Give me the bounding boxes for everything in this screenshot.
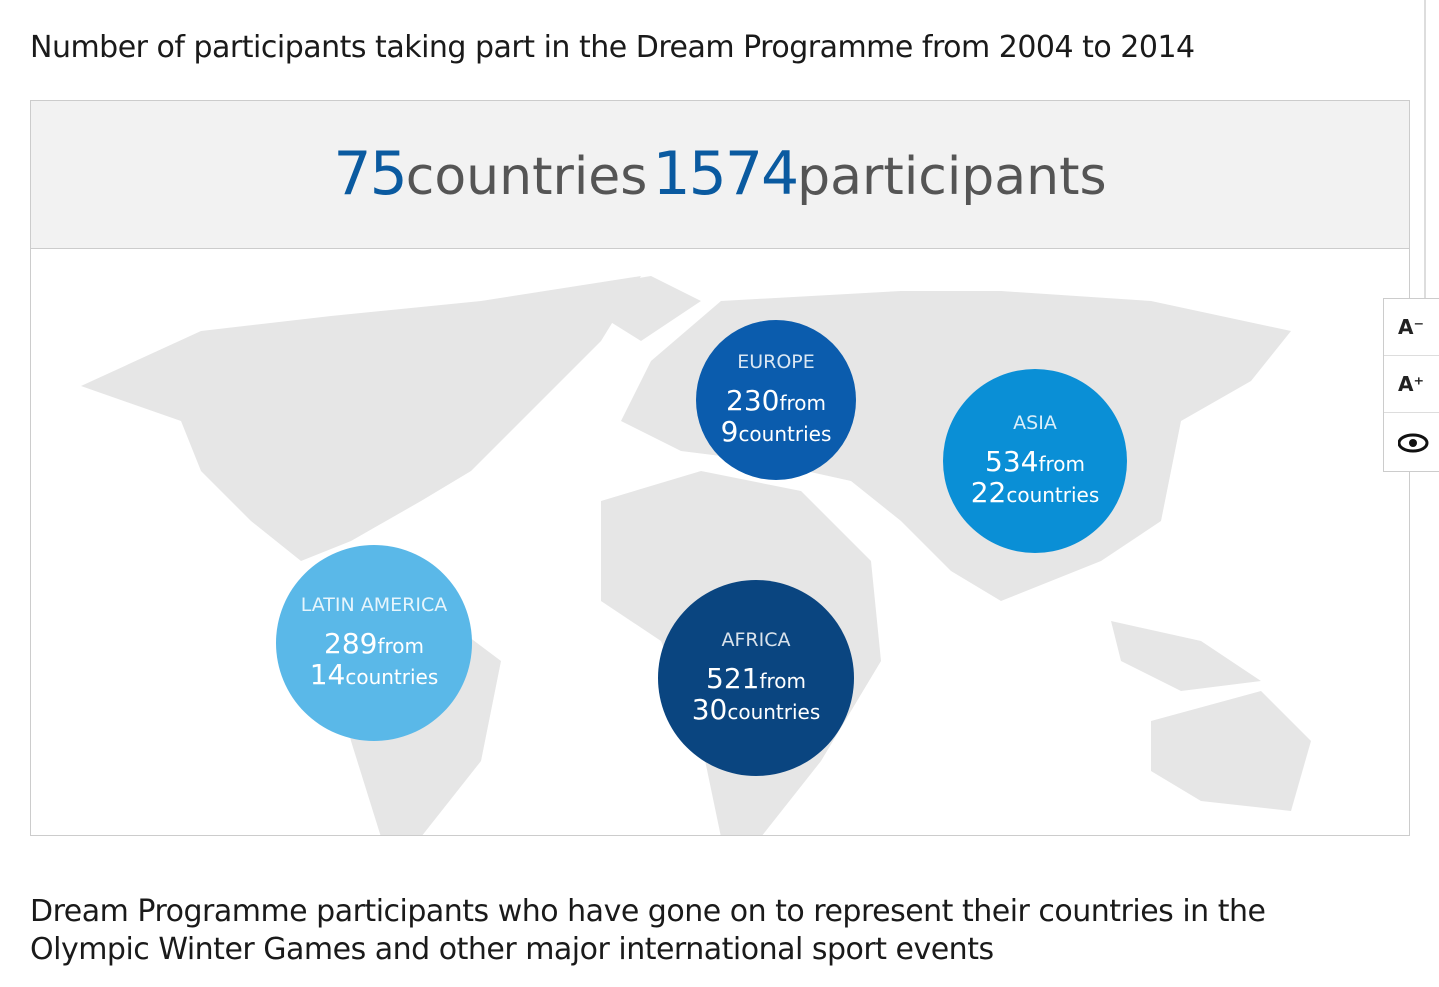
countries-number: 22 [971,476,1007,509]
countries-line: 30countries [692,693,821,726]
countries-line: 9countries [721,415,832,448]
font-increase[interactable]: A⁺ [1384,356,1439,413]
from-label: from [779,391,826,415]
participants-line: 534from [985,445,1085,478]
from-label: from [377,634,424,658]
participants-number: 521 [706,662,759,695]
heading: Number of participants taking part in th… [30,30,1195,65]
bubble [696,320,856,480]
countries-number: 30 [692,693,728,726]
contrast-toggle[interactable] [1384,413,1439,470]
countries-label: countries [345,665,438,689]
second-heading: Dream Programme participants who have go… [30,894,1266,967]
from-label: from [1038,452,1085,476]
countries-label: countries [405,147,648,207]
participants-line: 521from [706,662,806,695]
participants-line: 289from [324,627,424,660]
countries-label: countries [727,700,820,724]
countries-line: 14countries [310,658,439,691]
region-name: LATIN AMERICA [301,594,447,616]
bubble [658,580,854,776]
summary-band: 75countries 1574participants [31,101,1409,249]
region-name: ASIA [1013,412,1057,434]
infographic: 75countries 1574participants EUROPE 230fr… [30,100,1410,836]
font-decrease[interactable]: A⁻ [1384,299,1439,356]
region-name: EUROPE [737,351,815,373]
region-name: AFRICA [722,629,791,651]
accessibility-toolbar: A⁻ A⁺ [1383,298,1439,472]
participants-number: 230 [726,384,779,417]
countries-number: 14 [310,658,346,691]
participants-number: 289 [324,627,377,660]
countries-line: 22countries [971,476,1100,509]
participants-label: participants [797,147,1107,207]
participants-number: 1574 [652,139,799,209]
bubble [943,369,1127,553]
bubble [276,545,472,741]
countries-label: countries [738,422,831,446]
from-label: from [759,669,806,693]
participants-number: 534 [985,445,1038,478]
countries-number: 9 [721,415,739,448]
countries-number: 75 [333,139,407,209]
scroll-edge [1424,0,1426,298]
countries-label: countries [1006,483,1099,507]
participants-line: 230from [726,384,826,417]
eye-icon [1397,433,1429,452]
